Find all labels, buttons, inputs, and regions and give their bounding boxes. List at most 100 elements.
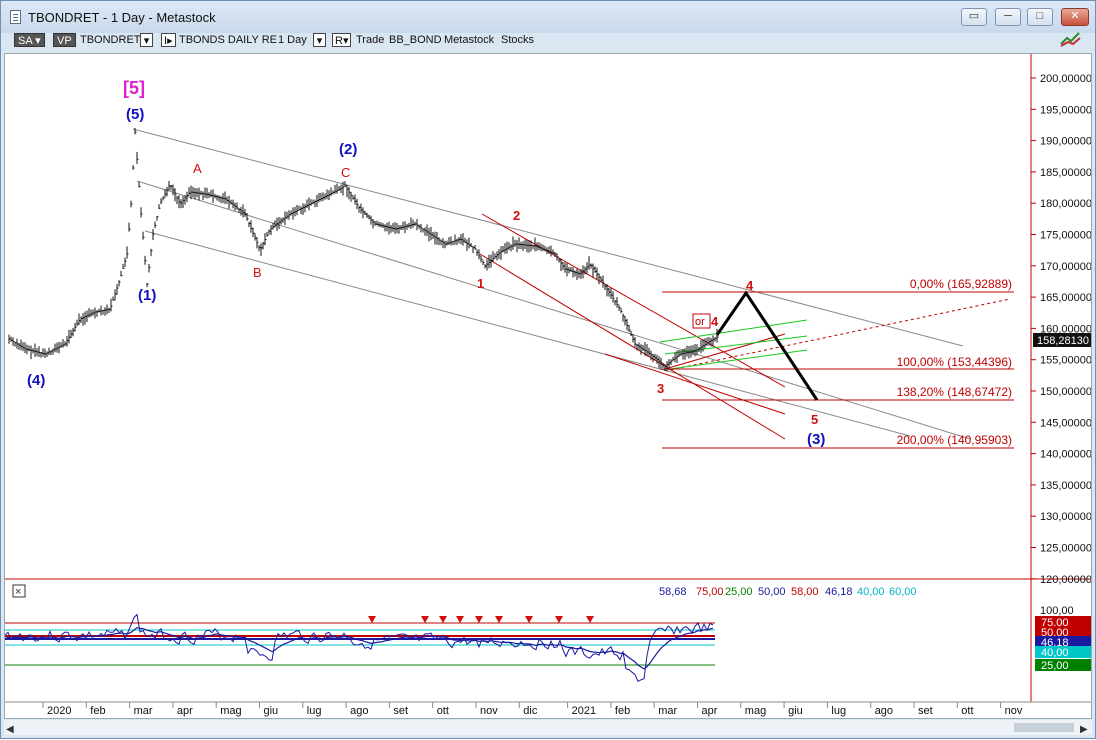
price-tick-label: 135,00000 xyxy=(1040,480,1091,492)
chart-document-icon xyxy=(10,10,21,24)
toolbar-item-trade[interactable]: Trade xyxy=(356,34,385,46)
time-tick-label: 2020 xyxy=(47,705,71,717)
time-tick-label: nov xyxy=(1005,705,1023,717)
wave-label-r3: 3 xyxy=(657,381,664,396)
i-box-label: I xyxy=(164,35,168,47)
indicator-header-values: 58,68 75,00 25,00 50,00 58,00 46,18 40,00 60,00 xyxy=(659,586,917,598)
wave-label-A: A xyxy=(193,161,202,176)
price-tick-label: 190,00000 xyxy=(1040,136,1091,148)
indicator-oscillator xyxy=(4,613,714,682)
restore-chart-button[interactable]: ▭ xyxy=(961,8,987,26)
price-tick-label: 170,00000 xyxy=(1040,261,1091,273)
last-price-badge xyxy=(1033,333,1091,347)
wave-label-1: (1) xyxy=(138,287,156,304)
price-chart[interactable]: 200,00000 195,00000 190,00000 185,00000 180,… xyxy=(4,54,1092,718)
maximize-button[interactable]: □ xyxy=(1027,8,1053,26)
wave-label-r1: 1 xyxy=(477,276,484,291)
red-channel-3 xyxy=(604,353,786,415)
wave-label-big5: [5] xyxy=(123,78,145,98)
price-tick-label: 140,00000 xyxy=(1040,449,1091,461)
time-tick-label: nov xyxy=(480,705,498,717)
red-channel-2 xyxy=(479,253,786,440)
time-tick-label: mar xyxy=(658,705,677,717)
scroll-right-icon[interactable]: ▶ xyxy=(1080,724,1088,735)
price-tick-label: 180,00000 xyxy=(1040,198,1091,210)
wave-label-4: (4) xyxy=(27,372,45,389)
indicator-badge xyxy=(1035,646,1091,658)
middle-channel-line xyxy=(136,180,971,440)
indicator-header-value: 58,68 xyxy=(659,586,687,598)
red-dotted-projection xyxy=(669,298,1011,371)
indicator-close-icon: × xyxy=(15,586,21,598)
sell-arrow-icon xyxy=(555,616,563,623)
time-tick-label: ago xyxy=(875,705,893,717)
sell-arrow-icon xyxy=(525,616,533,623)
price-tick-label: 125,00000 xyxy=(1040,543,1091,555)
fib-label-100: 100,00% (153,44396) xyxy=(897,355,1012,369)
scroll-left-icon[interactable]: ◀ xyxy=(6,724,14,735)
last-price-label: 158,28130 xyxy=(1037,335,1089,347)
scroll-thumb[interactable] xyxy=(1014,723,1074,732)
fib-label-200: 200,00% (140,95903) xyxy=(897,433,1012,447)
sell-arrow-icon xyxy=(586,616,594,623)
wave-label-or4: 4 xyxy=(711,314,719,329)
close-button[interactable]: ✕ xyxy=(1061,8,1089,26)
wave-label-5: (5) xyxy=(126,106,144,123)
wave-label-r4-proj: 4 xyxy=(746,278,754,293)
wave-label-C: C xyxy=(341,165,350,180)
symbol-label: TBONDRET xyxy=(80,34,141,46)
wave-label-B: B xyxy=(253,265,262,280)
horizontal-scrollbar[interactable]: ◀ ▶ xyxy=(4,720,1092,735)
minimize-button[interactable]: ─ xyxy=(995,8,1021,26)
toolbar-item-metastock[interactable]: Metastock xyxy=(444,34,495,46)
trend-channels xyxy=(132,128,971,440)
indicator-header-value: 58,00 xyxy=(791,586,819,598)
wave-label-2: (2) xyxy=(339,141,357,158)
fib-levels xyxy=(662,291,1014,449)
time-tick-label: giu xyxy=(788,705,803,717)
time-tick-label: apr xyxy=(702,705,718,717)
green-line-1 xyxy=(659,319,808,343)
time-tick-label: 2021 xyxy=(572,705,596,717)
period-dropdown-button[interactable]: ▾ xyxy=(313,33,326,47)
indicator-badge xyxy=(1035,659,1091,671)
wave-label-r5: 5 xyxy=(811,412,818,427)
r-box-button[interactable]: R▾ xyxy=(332,33,352,47)
lower-channel-line xyxy=(144,230,911,437)
red-channel-4 xyxy=(664,333,786,370)
red-channels xyxy=(479,213,1011,440)
indicator-badge xyxy=(1035,626,1091,638)
chart-settings-icon[interactable] xyxy=(1059,30,1083,47)
toolbar-item-stocks[interactable]: Stocks xyxy=(501,34,535,46)
time-tick-label: feb xyxy=(615,705,630,717)
sell-arrow-icon xyxy=(368,616,376,623)
time-tick-label: mar xyxy=(134,705,153,717)
sell-arrow-icon xyxy=(439,616,447,623)
upper-channel-line xyxy=(132,128,964,347)
indicator-header-value: 50,00 xyxy=(758,586,786,598)
sell-arrow-icon xyxy=(495,616,503,623)
fib-label-0: 0,00% (165,92889) xyxy=(910,277,1012,291)
toolbar-item-bb-bond[interactable]: BB_BOND xyxy=(389,34,442,46)
indicator-arrows xyxy=(368,616,594,623)
price-tick-label: 175,00000 xyxy=(1040,230,1091,242)
price-tick-label: 145,00000 xyxy=(1040,417,1091,429)
chart-area[interactable]: 200,00000 195,00000 190,00000 185,00000 180,… xyxy=(4,53,1092,719)
sell-arrow-icon xyxy=(475,616,483,623)
time-tick-label: ott xyxy=(961,705,973,717)
vp-button[interactable]: VP xyxy=(53,33,76,47)
time-tick-label: giu xyxy=(264,705,279,717)
wave-label-3: (3) xyxy=(807,431,825,448)
price-tick-label: 195,00000 xyxy=(1040,104,1091,116)
i-box-button[interactable]: I▸ xyxy=(161,33,176,47)
indicator-badge xyxy=(1035,616,1091,628)
indicator-header-value: 75,00 xyxy=(696,586,724,598)
ind-axis-100: 100,00 xyxy=(1040,605,1074,617)
security-name: TBONDS DAILY RE xyxy=(179,34,278,46)
r-box-label: R xyxy=(335,35,343,47)
time-tick-label: set xyxy=(393,705,408,717)
sa-dropdown[interactable]: SA ▾ xyxy=(14,33,45,47)
wave-label-or: or xyxy=(695,316,705,328)
indicator-close-button[interactable] xyxy=(12,584,26,598)
symbol-dropdown-button[interactable]: ▾ xyxy=(140,33,153,47)
